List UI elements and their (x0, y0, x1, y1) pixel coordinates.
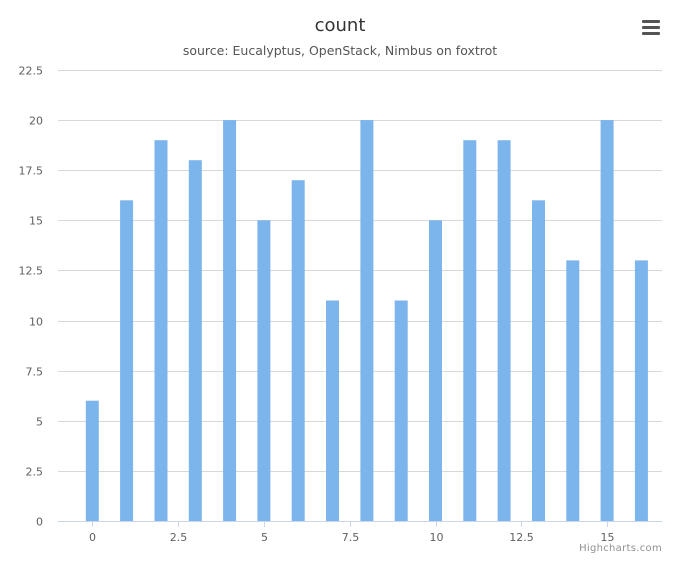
y-tick-label: 10 (29, 316, 43, 329)
x-tick-label: 5 (261, 531, 268, 544)
bar[interactable] (326, 300, 339, 522)
y-tick-label: 22.5 (19, 65, 44, 78)
bar[interactable] (634, 260, 648, 521)
bar[interactable] (532, 200, 545, 522)
bar[interactable] (85, 400, 99, 521)
x-tick-label: 10 (430, 531, 444, 544)
y-tick-label: 0 (36, 516, 43, 529)
y-tick-label: 17.5 (19, 165, 44, 178)
bar[interactable] (600, 120, 614, 521)
bar[interactable] (463, 140, 477, 521)
y-tick-label: 7.5 (26, 366, 44, 379)
y-tick-label: 20 (29, 115, 43, 128)
bar[interactable] (223, 120, 237, 521)
credits-link[interactable]: Highcharts.com (579, 543, 662, 554)
bar[interactable] (120, 200, 134, 522)
bar[interactable] (429, 220, 442, 522)
chart-subtitle: source: Eucalyptus, OpenStack, Nimbus on… (182, 43, 498, 58)
x-tick-label: 2.5 (170, 531, 188, 544)
bar[interactable] (497, 140, 511, 521)
x-tick-label: 0 (89, 531, 96, 544)
x-tick-label: 7.5 (342, 531, 360, 544)
y-tick-label: 5 (36, 416, 43, 429)
chart-title: count (314, 15, 366, 36)
y-tick-label: 2.5 (26, 466, 44, 479)
bar[interactable] (360, 120, 374, 521)
y-tick-label: 15 (29, 215, 43, 228)
bar[interactable] (566, 260, 580, 521)
bar[interactable] (154, 140, 168, 521)
bar[interactable] (394, 300, 408, 522)
bar[interactable] (188, 160, 202, 521)
x-tick-label: 15 (601, 531, 615, 544)
hamburger-menu-icon[interactable] (640, 20, 662, 40)
x-tick-label: 12.5 (509, 531, 534, 544)
y-tick-label: 12.5 (19, 265, 44, 278)
bar[interactable] (291, 180, 305, 521)
bar[interactable] (257, 220, 271, 522)
